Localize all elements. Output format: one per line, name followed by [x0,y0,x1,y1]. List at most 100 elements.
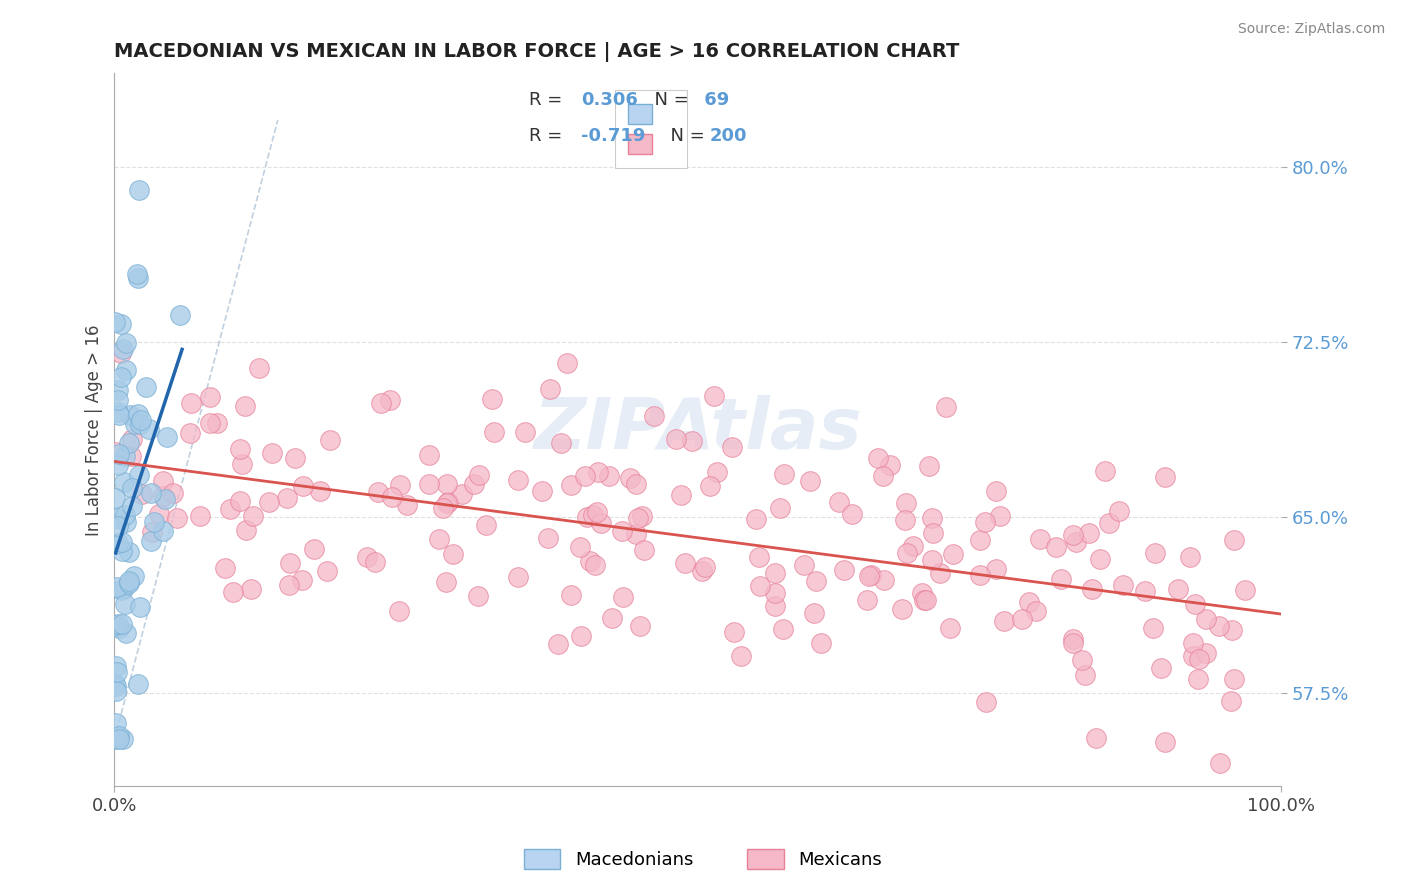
Point [432,501,454,516]
Point [721,440,744,454]
Point [127,407,149,421]
Point [872,573,894,587]
Point [104,491,127,506]
Point [547,637,569,651]
Point [278,556,301,570]
Point [942,547,965,561]
Point [110,346,132,360]
Point [841,508,863,522]
Point [1194,612,1216,626]
Point [229,442,252,457]
Point [1098,516,1121,530]
Point [152,524,174,539]
Point [104,537,127,551]
Point [124,417,146,431]
Point [856,593,879,607]
Point [664,432,686,446]
Point [1050,572,1073,586]
Point [111,616,134,631]
Point [108,408,131,422]
Point [598,468,620,483]
Point [918,459,941,474]
Point [1234,583,1257,598]
Point [125,267,148,281]
Point [115,516,138,530]
Point [156,430,179,444]
Point [1223,672,1246,686]
Point [1062,527,1084,541]
Point [748,549,770,564]
Text: R =: R = [529,91,568,109]
Point [434,574,457,589]
Point [418,448,440,462]
Point [911,586,934,600]
Point [973,515,995,529]
Point [395,499,418,513]
Point [166,511,188,525]
Point [180,395,202,409]
Point [107,519,129,533]
Point [121,432,143,446]
Point [569,540,592,554]
Point [1154,735,1177,749]
Point [118,576,141,591]
Point [467,590,489,604]
Point [112,475,135,489]
Point [745,512,768,526]
Point [436,494,458,508]
Point [583,558,606,573]
Point [107,729,129,743]
Point [988,509,1011,524]
Point [239,582,262,597]
Text: 69: 69 [697,91,728,109]
Point [630,508,652,523]
Point [893,513,915,527]
Point [141,486,163,500]
Point [1071,653,1094,667]
Point [508,570,530,584]
Point [302,541,325,556]
Point [118,545,141,559]
Point [141,524,163,539]
Point [969,533,991,547]
Text: N =: N = [643,91,695,109]
Point [127,676,149,690]
Point [107,404,129,418]
Point [576,510,599,524]
Point [233,399,256,413]
Point [381,490,404,504]
Point [441,548,464,562]
Point [308,483,330,498]
Point [671,488,693,502]
Point [105,510,128,524]
Point [986,483,1008,498]
Point [107,536,129,550]
Point [148,507,170,521]
Point [104,658,127,673]
Point [231,458,253,472]
Point [1153,470,1175,484]
Point [292,479,315,493]
Point [1195,646,1218,660]
Point [169,308,191,322]
Point [914,593,936,607]
Point [482,425,505,439]
Point [550,436,572,450]
Point [112,732,135,747]
Point [319,434,342,448]
Text: Source: ZipAtlas.com: Source: ZipAtlas.com [1237,22,1385,37]
Point [418,477,440,491]
Point [810,636,832,650]
Point [938,621,960,635]
Point [1208,619,1230,633]
Point [1090,551,1112,566]
Point [804,574,827,589]
Point [969,568,991,582]
Point [832,563,855,577]
Point [627,511,650,525]
Point [1182,648,1205,663]
Point [699,479,721,493]
Point [128,468,150,483]
Point [578,554,600,568]
Point [628,618,651,632]
